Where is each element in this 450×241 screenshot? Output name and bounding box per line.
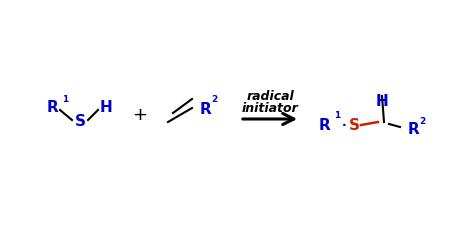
Text: 1: 1	[334, 112, 340, 120]
Text: R: R	[46, 100, 58, 115]
Text: 2: 2	[211, 95, 217, 105]
Text: 1: 1	[62, 94, 68, 103]
Text: ·: ·	[342, 120, 346, 133]
Text: +: +	[132, 106, 148, 124]
Text: H: H	[99, 100, 112, 115]
Text: S: S	[348, 118, 360, 133]
Text: S: S	[75, 114, 86, 129]
Text: initiator: initiator	[242, 102, 298, 115]
Text: R: R	[319, 118, 331, 133]
Text: H: H	[376, 94, 388, 109]
Text: 2: 2	[419, 116, 425, 126]
Text: radical: radical	[246, 91, 294, 103]
Text: R: R	[200, 101, 212, 116]
Text: R: R	[408, 122, 420, 138]
